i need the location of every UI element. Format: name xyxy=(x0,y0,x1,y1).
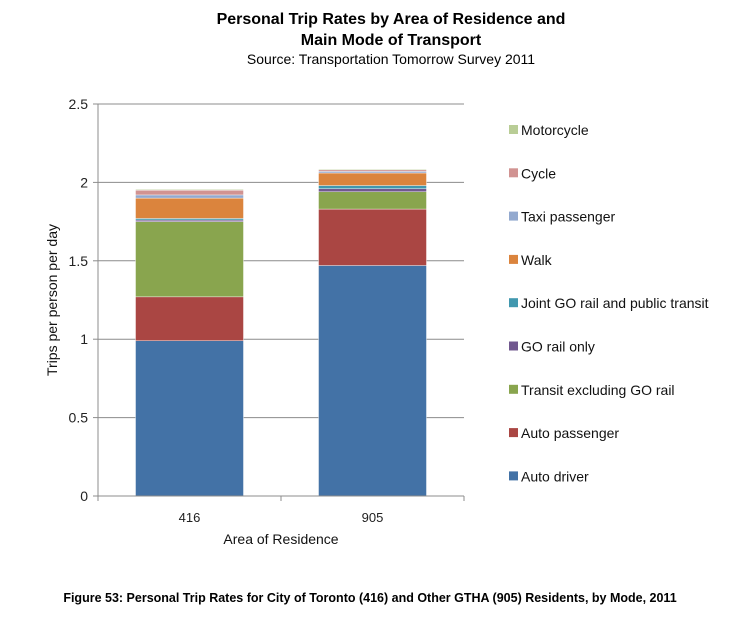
legend-swatch-transit-excluding-go-rail xyxy=(509,384,518,394)
bar-segment-go-rail-only-416 xyxy=(135,219,244,222)
legend-swatch-motorcycle xyxy=(509,125,518,134)
legend-swatch-auto-passenger xyxy=(509,428,518,438)
legend-label-motorcycle: Motorcycle xyxy=(521,122,589,138)
legend-label-taxi-passenger: Taxi passenger xyxy=(521,209,616,225)
legend-swatch-walk xyxy=(509,254,518,264)
bar-segment-transit-excluding-go-rail-905 xyxy=(318,191,427,210)
legend-label-auto-driver: Auto driver xyxy=(521,468,589,484)
legend-label-transit-excluding-go-rail: Transit excluding GO rail xyxy=(521,382,675,398)
bar-segment-go-rail-only-905 xyxy=(318,188,427,193)
chart-title-line-2: Main Mode of Transport xyxy=(301,32,482,49)
x-axis-title: Area of Residence xyxy=(223,531,338,547)
figure-caption: Figure 53: Personal Trip Rates for City … xyxy=(63,591,677,605)
y-tick-label: 0.5 xyxy=(69,410,89,426)
legend-label-go-rail-only: GO rail only xyxy=(521,339,595,355)
legend-swatch-go-rail-only xyxy=(509,341,518,351)
legend-swatch-joint-go-rail-and-public-transit xyxy=(509,298,518,308)
bar-segment-auto-driver-905 xyxy=(318,265,427,497)
bar-segment-cycle-905 xyxy=(318,169,427,172)
bar-segment-auto-passenger-416 xyxy=(135,296,244,341)
bars xyxy=(135,168,427,497)
y-tick-label: 2.5 xyxy=(69,96,89,112)
y-tick-label: 1.5 xyxy=(69,253,89,269)
chart-subtitle: Source: Transportation Tomorrow Survey 2… xyxy=(247,51,535,67)
legend: Motorcycle Cycle Taxi passenger Walk Joint G… xyxy=(509,122,709,484)
y-tick-label: 1 xyxy=(80,331,88,347)
x-tick-label: 905 xyxy=(362,510,384,525)
bar-segment-taxi-passenger-905 xyxy=(318,171,427,174)
bar-segment-transit-excluding-go-rail-416 xyxy=(135,221,244,298)
legend-label-cycle: Cycle xyxy=(521,165,556,181)
bar-segment-joint-go-rail-and-public-transit-905 xyxy=(318,185,427,189)
y-tick-label: 2 xyxy=(80,174,88,190)
bar-segment-joint-go-rail-and-public-transit-416 xyxy=(135,218,244,221)
axes: 0 0.5 1 1.5 2 2.5 416 905 xyxy=(69,96,465,525)
bar-segment-auto-driver-416 xyxy=(135,340,244,497)
y-tick-label: 0 xyxy=(80,488,88,504)
bar-segment-taxi-passenger-416 xyxy=(135,194,244,199)
legend-label-joint-go-rail-and-public-transit: Joint GO rail and public transit xyxy=(521,295,709,311)
legend-swatch-taxi-passenger xyxy=(509,211,518,221)
legend-swatch-cycle xyxy=(509,168,518,178)
bar-segment-motorcycle-905 xyxy=(318,168,427,171)
bar-segment-walk-905 xyxy=(318,172,427,186)
bar-segment-cycle-416 xyxy=(135,190,244,196)
legend-swatch-auto-driver xyxy=(509,471,518,481)
legend-label-auto-passenger: Auto passenger xyxy=(521,425,619,441)
bar-segment-motorcycle-416 xyxy=(135,189,244,191)
legend-label-walk: Walk xyxy=(521,252,553,268)
y-axis-title: Trips per person per day xyxy=(44,224,60,376)
x-tick-label: 416 xyxy=(179,510,201,525)
bar-segment-walk-416 xyxy=(135,197,244,219)
chart-title-line-1: Personal Trip Rates by Area of Residence… xyxy=(217,11,566,28)
bar-segment-auto-passenger-905 xyxy=(318,208,427,266)
